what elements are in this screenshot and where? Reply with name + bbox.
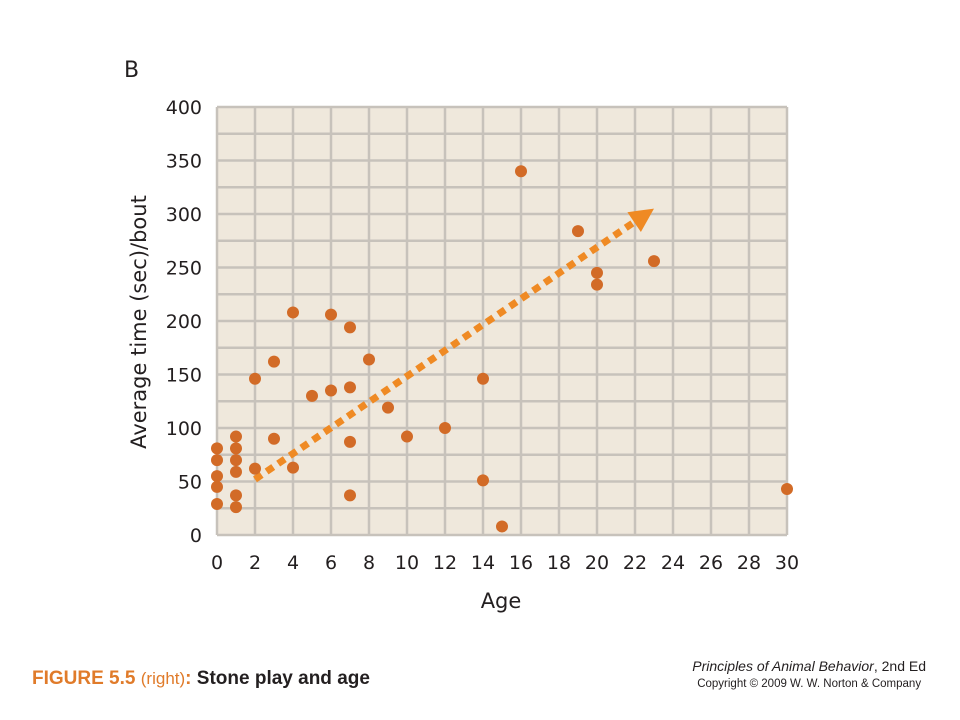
y-tick-label: 250: [166, 258, 202, 280]
data-point: [344, 435, 356, 448]
data-point: [401, 430, 413, 443]
data-point: [268, 355, 280, 368]
data-point: [211, 442, 223, 455]
figure-colon: :: [185, 668, 192, 689]
y-tick-label: 100: [166, 418, 202, 440]
x-tick-label: 30: [775, 552, 799, 574]
y-tick-label: 300: [166, 204, 202, 226]
x-tick-labels: 0 2 4 6 8 10 12 14 16 18 20 22 24 26 28 30: [211, 552, 799, 574]
x-tick-label: 28: [737, 552, 761, 574]
grid-lines: [215, 105, 789, 537]
trend-arrow-group: [253, 208, 654, 483]
x-tick-label: 14: [471, 552, 495, 574]
x-tick-label: 24: [661, 552, 685, 574]
y-axis-title: Average time (sec)/bout: [127, 195, 151, 449]
data-point: [781, 482, 793, 495]
y-tick-label: 150: [166, 365, 202, 387]
data-point: [344, 489, 356, 502]
x-tick-label: 6: [325, 552, 337, 574]
data-point: [496, 520, 508, 533]
x-tick-label: 16: [509, 552, 533, 574]
data-point: [344, 321, 356, 334]
x-tick-label: 8: [363, 552, 375, 574]
data-point: [591, 278, 603, 291]
data-point: [230, 430, 242, 443]
data-point: [325, 384, 337, 397]
data-point: [477, 474, 489, 487]
book-title: Principles of Animal Behavior: [692, 658, 874, 674]
book-line: Principles of Animal Behavior, 2nd Ed: [692, 658, 926, 674]
data-point: [287, 461, 299, 474]
y-tick-label: 400: [166, 97, 202, 119]
panel-label: B: [124, 58, 140, 83]
data-point: [306, 389, 318, 402]
data-point: [211, 454, 223, 467]
data-point: [230, 465, 242, 478]
data-point: [230, 454, 242, 467]
data-point: [287, 306, 299, 319]
x-tick-label: 0: [211, 552, 223, 574]
x-tick-label: 4: [287, 552, 299, 574]
x-tick-label: 26: [699, 552, 723, 574]
figure-caption: FIGURE 5.5 (right): Stone play and age: [32, 668, 370, 690]
figure-title: Stone play and age: [196, 668, 370, 689]
x-tick-label: 18: [547, 552, 571, 574]
figure-number: FIGURE 5.5: [32, 668, 136, 689]
y-tick-label: 0: [190, 525, 202, 547]
scatter-chart: 0 2 4 6 8 10 12 14 16 18 20 22 24 26 28 30 050100150200…: [127, 97, 799, 613]
x-tick-label: 20: [585, 552, 609, 574]
y-tick-label: 350: [166, 151, 202, 173]
data-point: [211, 497, 223, 510]
y-tick-label: 50: [178, 472, 202, 494]
x-tick-label: 10: [395, 552, 419, 574]
data-point: [477, 372, 489, 385]
x-tick-label: 2: [249, 552, 261, 574]
x-tick-label: 22: [623, 552, 647, 574]
y-tick-labels: 0 50 100 150 200 250 300 350 400: [166, 97, 202, 547]
trend-arrow-head: [627, 208, 654, 233]
data-point: [591, 266, 603, 279]
x-axis-title: Age: [481, 589, 522, 613]
figure-side-note: (right): [140, 669, 186, 688]
data-point: [572, 225, 584, 238]
trend-arrow-line: [253, 219, 637, 483]
data-point: [363, 353, 375, 366]
data-point: [230, 501, 242, 514]
y-tick-label: 200: [166, 311, 202, 333]
data-point: [211, 470, 223, 483]
data-point: [648, 255, 660, 268]
data-points: [211, 165, 793, 533]
data-point: [230, 489, 242, 502]
data-point: [382, 401, 394, 414]
book-credit: Principles of Animal Behavior, 2nd Ed Co…: [692, 658, 926, 690]
book-edition: , 2nd Ed: [873, 658, 926, 674]
data-point: [249, 462, 261, 475]
data-point: [325, 308, 337, 321]
data-point: [439, 422, 451, 434]
x-tick-label: 12: [433, 552, 457, 574]
data-point: [249, 372, 261, 385]
data-point: [268, 432, 280, 445]
data-point: [230, 442, 242, 455]
data-point: [211, 480, 223, 493]
copyright-line: Copyright © 2009 W. W. Norton & Company: [697, 678, 922, 690]
data-point: [344, 381, 356, 394]
data-point: [515, 165, 527, 178]
